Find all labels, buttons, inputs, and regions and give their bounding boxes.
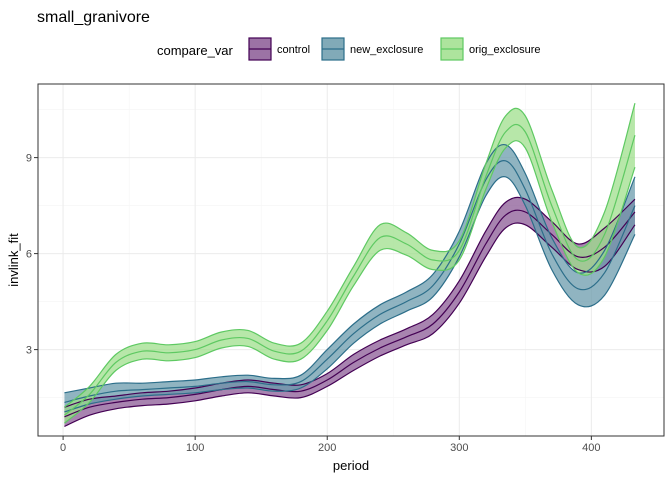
fit-line-new_exclosure — [64, 159, 636, 403]
fit-line-control — [64, 209, 636, 418]
x-tick-label: 200 — [318, 442, 336, 454]
legend-label: orig_exclosure — [469, 44, 541, 56]
legend-item-orig_exclosure: orig_exclosure — [440, 37, 541, 61]
legend-label: new_exclosure — [350, 44, 423, 56]
band-orig_exclosure — [64, 103, 635, 424]
lower-line-new_exclosure — [64, 176, 636, 413]
x-axis-title: period — [333, 458, 369, 473]
lower-line-control — [64, 222, 636, 427]
y-axis-title: invlink_fit — [6, 233, 21, 287]
lower-line-orig_exclosure — [64, 140, 636, 424]
x-tick-label: 100 — [186, 442, 204, 454]
legend-item-control: control — [248, 37, 310, 61]
chart-title: small_granivore — [37, 9, 150, 26]
band-new_exclosure — [64, 144, 635, 412]
axes: 0 100 200 300 400 3 6 9 — [26, 153, 601, 454]
y-tick-label: 9 — [26, 153, 32, 165]
panel-border — [37, 83, 665, 437]
x-tick-label: 400 — [582, 442, 600, 454]
x-tick-label: 300 — [450, 442, 468, 454]
confidence-bands — [64, 103, 635, 427]
upper-line-control — [64, 196, 636, 408]
grid — [38, 84, 664, 436]
legend-label: control — [277, 44, 310, 56]
y-tick-label: 6 — [26, 249, 32, 261]
legend: compare_var control new_exclosure orig_exc… — [157, 37, 541, 61]
band-control — [64, 197, 635, 427]
legend-title: compare_var — [157, 43, 234, 58]
fit-lines — [64, 103, 636, 427]
x-tick-label: 0 — [60, 442, 66, 454]
upper-line-new_exclosure — [64, 143, 636, 394]
fit-line-orig_exclosure — [64, 123, 636, 416]
legend-item-new_exclosure: new_exclosure — [321, 37, 423, 61]
upper-line-orig_exclosure — [64, 103, 636, 408]
y-tick-label: 3 — [26, 345, 32, 357]
